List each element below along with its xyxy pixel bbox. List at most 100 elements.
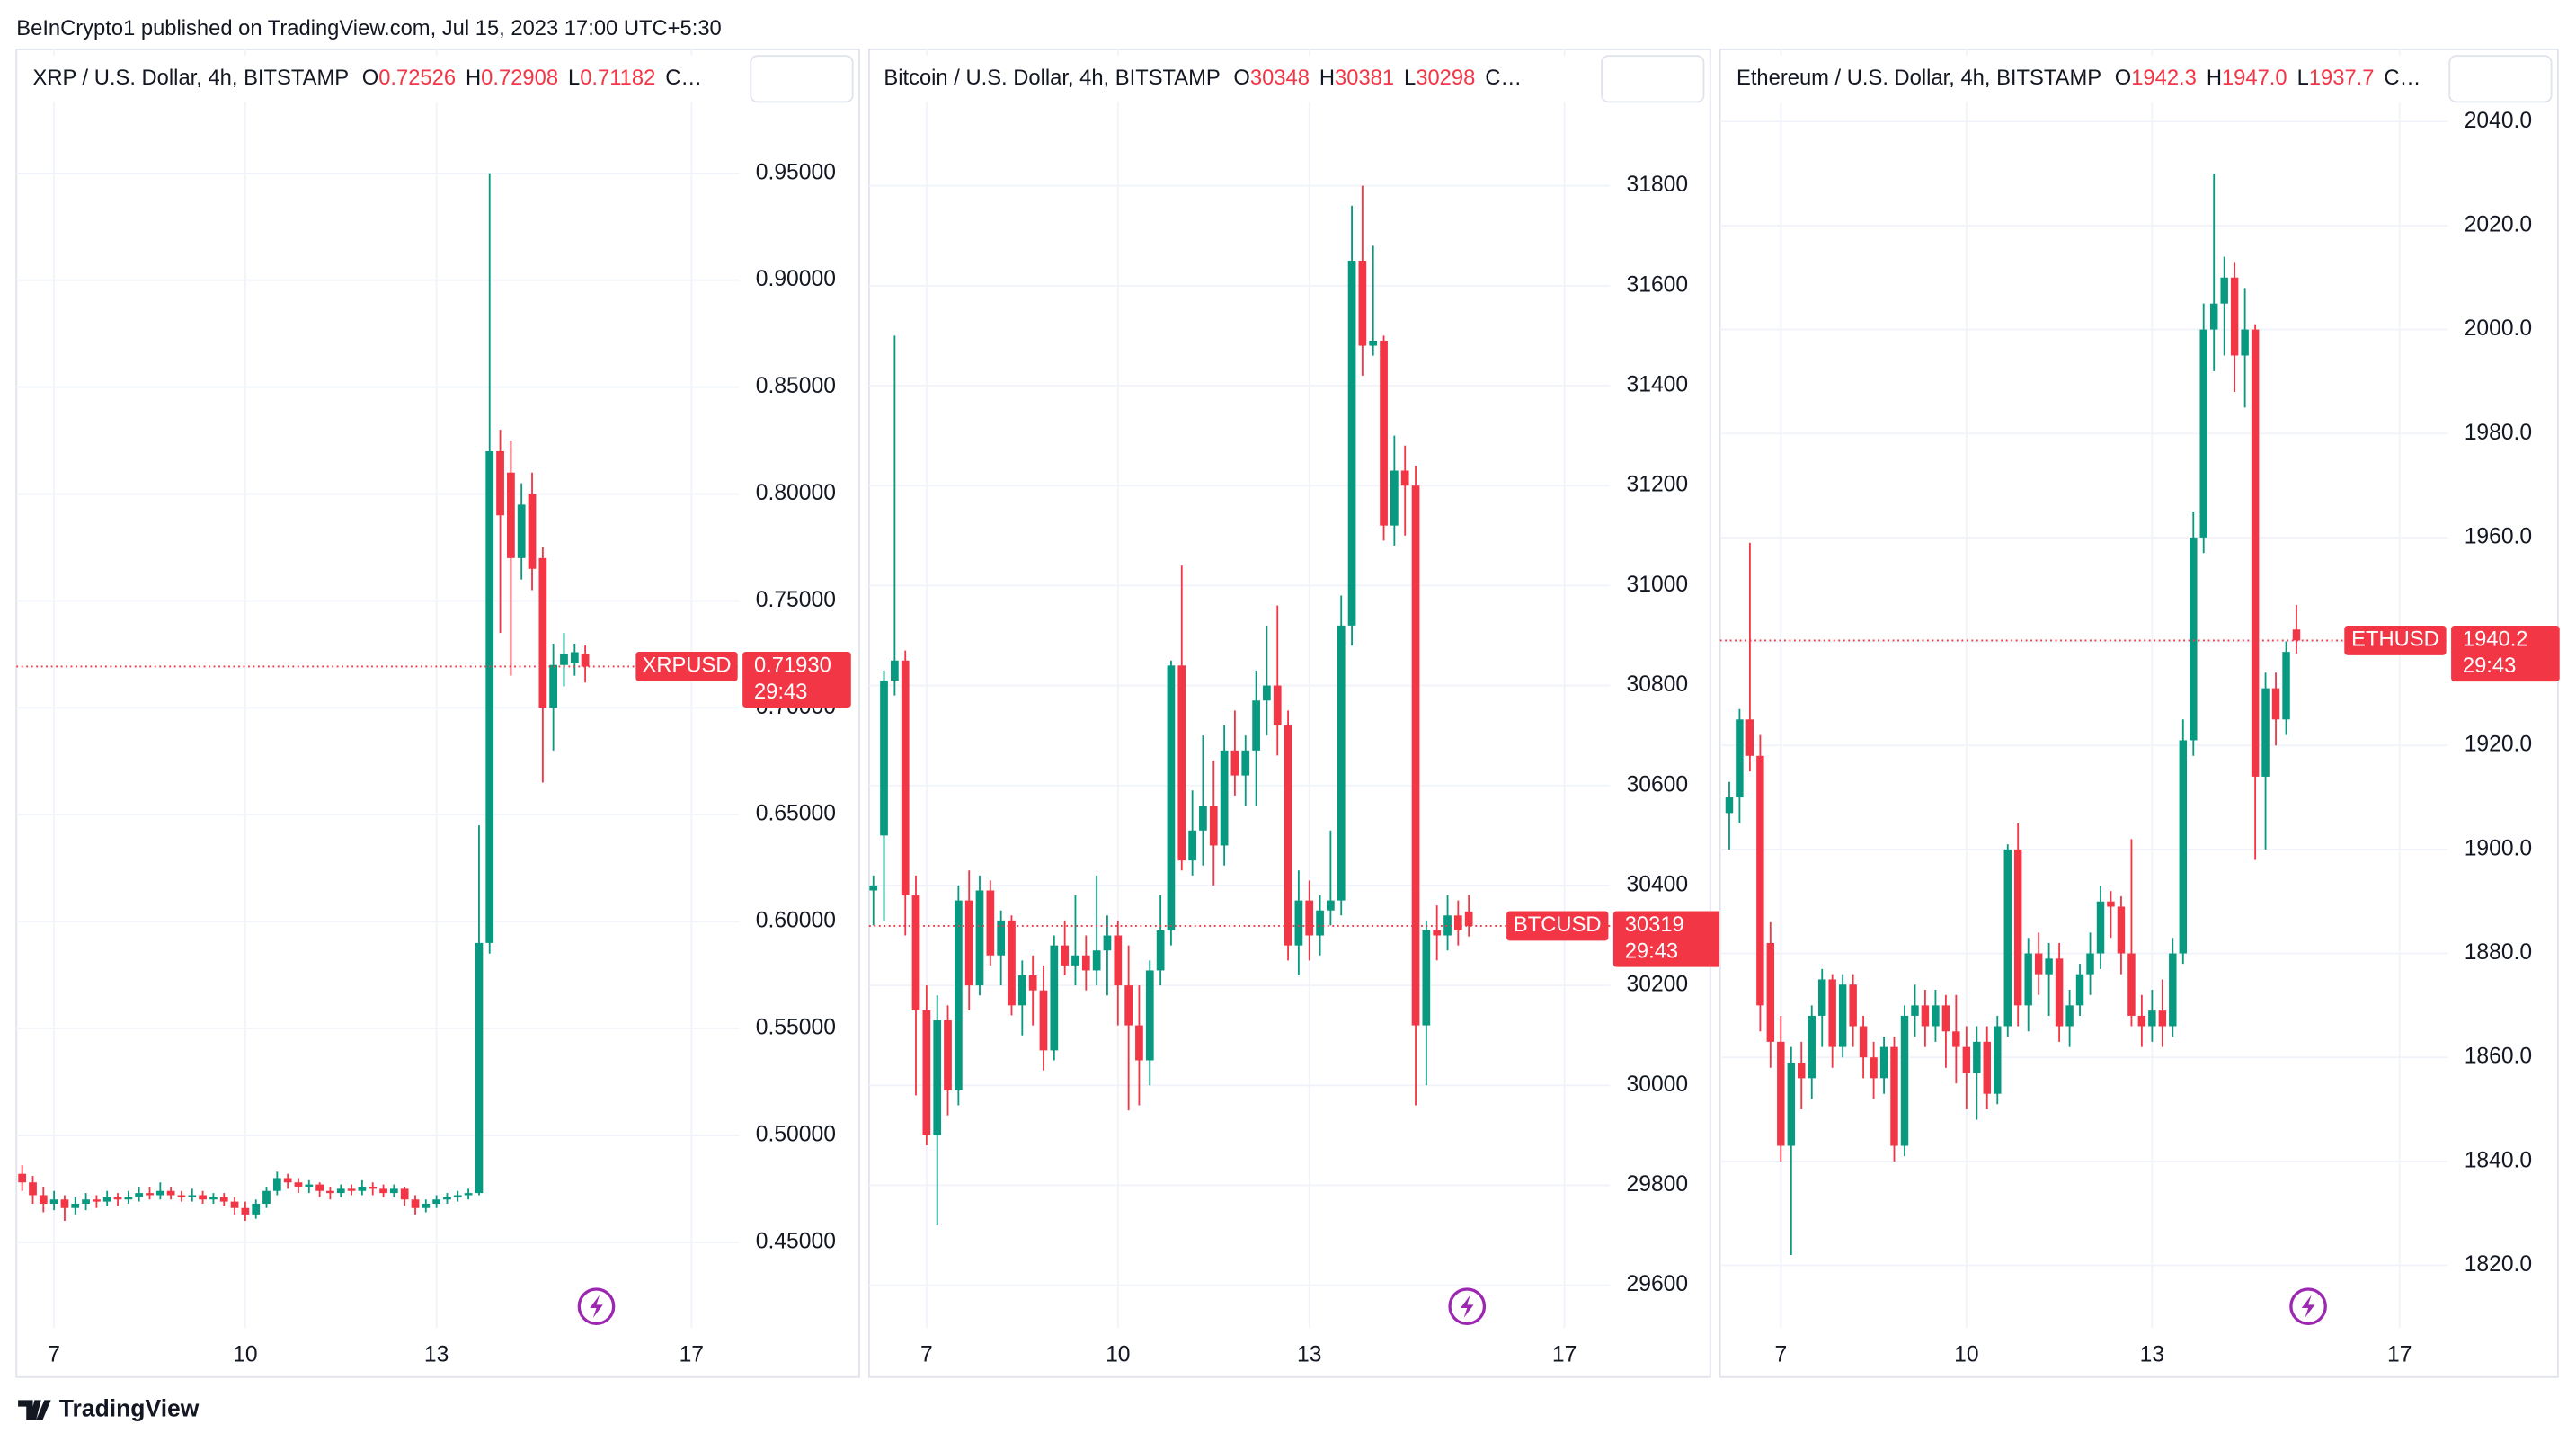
header-bg	[1721, 56, 2429, 102]
candle-body	[1209, 805, 1218, 846]
candle-body	[60, 1199, 69, 1208]
candle-body	[1453, 915, 1462, 930]
y-tick-label: 1900.0	[2465, 836, 2532, 860]
icon-bolt	[1460, 1295, 1474, 1318]
y-tick-label: 30600	[1627, 772, 1689, 797]
icon-ring	[577, 1287, 616, 1325]
candle-body	[1443, 915, 1452, 936]
candle-body	[1369, 340, 1378, 346]
candle-body	[199, 1195, 207, 1200]
candle-body	[305, 1184, 314, 1187]
price-tag-countdown: 29:43	[754, 680, 807, 704]
symbol-tag	[1506, 911, 1609, 941]
x-tick-label: 10	[233, 1343, 257, 1367]
y-tick-label: 1960.0	[2465, 524, 2532, 548]
y-tick-label: 0.45000	[756, 1229, 836, 1253]
candle-body	[1890, 1046, 1898, 1146]
candle-body	[997, 920, 1006, 956]
candle-body	[1952, 1031, 1960, 1047]
x-tick-label: 17	[1552, 1343, 1577, 1367]
x-tick-label: 7	[1774, 1343, 1787, 1367]
candle-body	[443, 1197, 451, 1200]
y-tick-label: 29800	[1627, 1172, 1689, 1197]
legend-value: 1942.3	[2131, 66, 2197, 90]
icon-bolt	[2301, 1295, 2315, 1318]
candle-body	[1433, 930, 1442, 936]
y-tick-label: 1820.0	[2465, 1252, 2532, 1277]
candle-body	[1284, 725, 1292, 946]
chart-title: XRP / U.S. Dollar, 4h, BITSTAMP	[33, 66, 350, 90]
x-tick-label: 10	[1106, 1343, 1130, 1367]
candle-body	[1252, 700, 1260, 751]
y-tick-label: 0.90000	[756, 267, 836, 291]
candle-body	[485, 450, 494, 943]
candle-body	[315, 1184, 324, 1191]
candle-body	[1167, 665, 1176, 930]
candle-body	[1273, 685, 1282, 726]
candle-body	[2024, 953, 2032, 1006]
candle-body	[560, 654, 568, 665]
y-tick-label: 2020.0	[2465, 212, 2532, 236]
candle-body	[2209, 303, 2218, 330]
candle-body	[135, 1193, 144, 1197]
candle-body	[1932, 1005, 1940, 1027]
candle-body	[1114, 935, 1123, 986]
price-tag-countdown: 29:43	[1625, 939, 1678, 963]
y-tick-label: 31000	[1627, 573, 1689, 597]
y-tick-label: 29600	[1627, 1272, 1689, 1296]
x-tick-label: 17	[2387, 1343, 2412, 1367]
candle-body	[507, 472, 515, 558]
x-tick-label: 10	[1954, 1343, 1978, 1367]
y-tick-label: 1920.0	[2465, 733, 2532, 757]
candle-body	[570, 652, 579, 663]
candle-body	[124, 1197, 133, 1200]
candle-body	[71, 1203, 80, 1208]
candle-body	[2137, 1015, 2146, 1027]
x-tick-label: 13	[424, 1343, 449, 1367]
candle-body	[1766, 942, 1775, 1042]
candle-body	[379, 1188, 387, 1194]
candle-body	[581, 654, 590, 667]
header-bg	[18, 56, 730, 102]
candle-body	[2220, 277, 2228, 304]
candle-body	[2282, 652, 2290, 720]
candle-body	[2096, 901, 2105, 954]
y-tick-label: 0.80000	[756, 481, 836, 505]
candle-body	[1124, 985, 1133, 1026]
candle-body	[538, 557, 547, 708]
brand-name: TradingView	[59, 1394, 200, 1421]
candle-body	[209, 1197, 218, 1200]
symbol-tag-text: ETHUSD	[2351, 628, 2439, 652]
candle-body	[166, 1190, 175, 1196]
y-tick-label: 0.60000	[756, 909, 836, 933]
candle-body	[82, 1199, 90, 1204]
candle-body	[49, 1199, 58, 1204]
candle-body	[262, 1190, 271, 1204]
published-line: BeInCrypto1 published on TradingView.com…	[16, 16, 721, 40]
candle-body	[933, 1020, 942, 1135]
y-tick-label: 0.65000	[756, 802, 836, 826]
candle-body	[528, 494, 537, 569]
legend-value: 30348	[1250, 66, 1310, 90]
symbol-tag	[635, 651, 738, 681]
candle-body	[2127, 953, 2136, 1016]
y-tick-label: 0.75000	[756, 588, 836, 612]
candle-body	[1050, 945, 1059, 1051]
panel-frame	[867, 48, 1711, 1378]
lightning-icons	[577, 1287, 2327, 1325]
panel-frame	[1719, 48, 2559, 1378]
price-tag	[1612, 911, 1722, 967]
brand-logo	[18, 1400, 51, 1420]
candle-body	[2013, 849, 2022, 1006]
candle-body	[358, 1186, 367, 1191]
y-tick-label: 30200	[1627, 973, 1689, 997]
legend-button	[2448, 55, 2553, 103]
candle-body	[93, 1199, 101, 1202]
candle-body	[1039, 990, 1048, 1051]
candle-body	[1135, 1025, 1143, 1061]
legend-value: 30298	[1416, 66, 1475, 90]
candle-body	[230, 1201, 239, 1208]
candle-body	[2117, 906, 2126, 954]
candle-body	[1818, 979, 1826, 1016]
candle-body	[1787, 1062, 1796, 1146]
